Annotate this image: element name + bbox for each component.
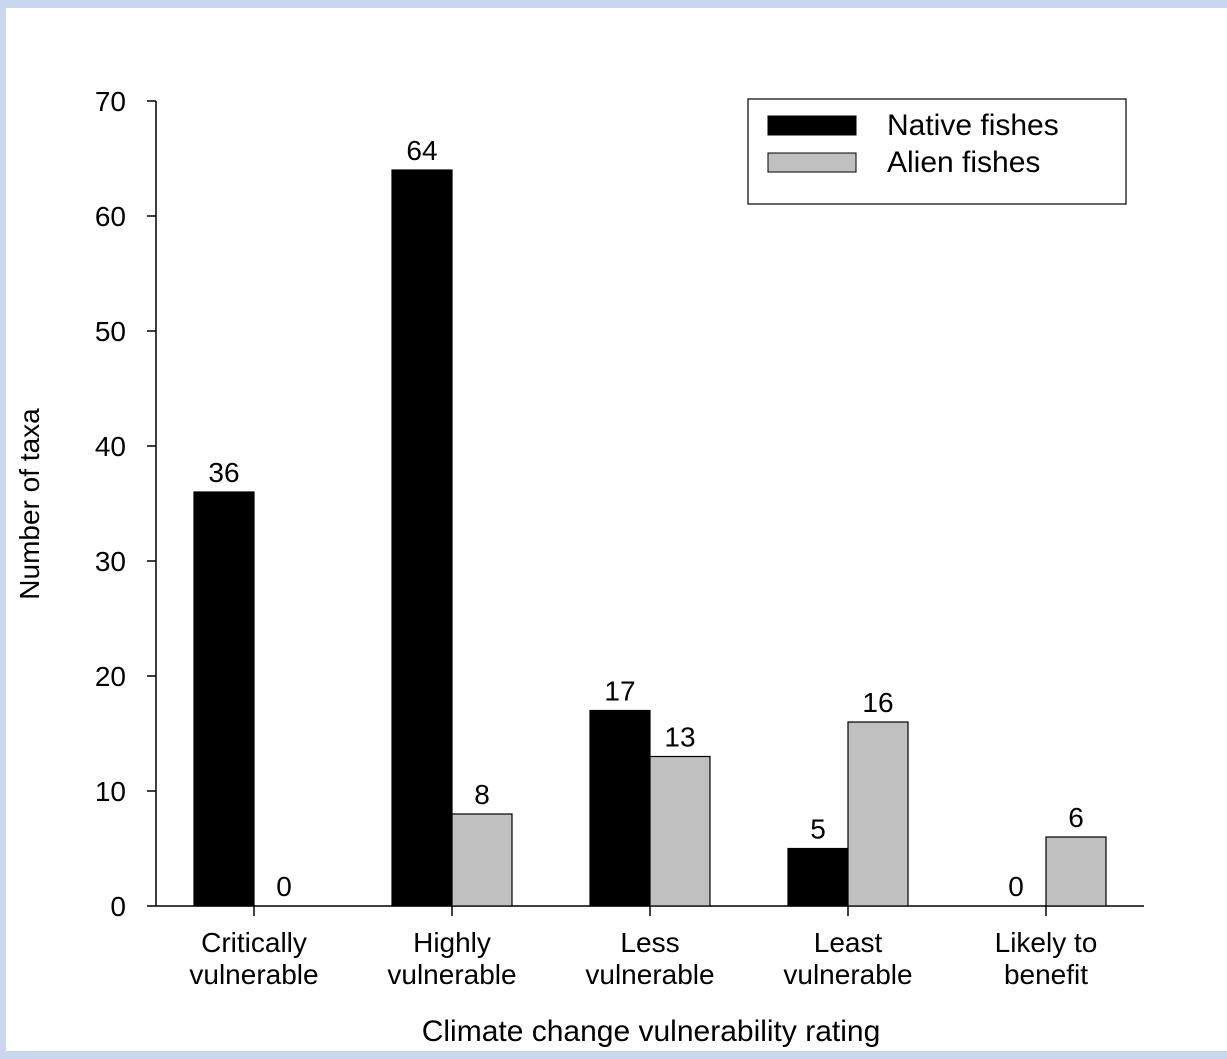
- x-tick-label: benefit: [1004, 959, 1088, 990]
- bar-native: [193, 491, 255, 907]
- data-label: 0: [1008, 871, 1024, 902]
- bar-alien: [649, 755, 711, 907]
- bar-native: [391, 169, 453, 907]
- x-tick-label: vulnerable: [783, 959, 912, 990]
- data-labels: 36 64 17 5 0 0 8 13 16 6: [208, 135, 1083, 902]
- x-axis-label: Climate change vulnerability rating: [422, 1015, 881, 1048]
- x-tick-label: vulnerable: [585, 959, 714, 990]
- y-tick-label: 0: [110, 891, 126, 922]
- data-label: 0: [276, 871, 292, 902]
- y-tick-label: 50: [95, 316, 126, 347]
- data-label: 6: [1068, 802, 1084, 833]
- x-tick-label: vulnerable: [387, 959, 516, 990]
- y-tick-label: 60: [95, 201, 126, 232]
- x-tick-label: Least: [814, 927, 883, 958]
- bar-native: [589, 709, 651, 907]
- y-tick-label: 30: [95, 546, 126, 577]
- y-tick-label: 70: [95, 86, 126, 117]
- bar-native: [787, 847, 849, 907]
- bar-alien: [847, 721, 909, 907]
- legend-entry: Native fishes: [887, 109, 1059, 142]
- data-label: 13: [664, 722, 695, 753]
- data-label: 8: [474, 779, 490, 810]
- y-tick-label: 20: [95, 661, 126, 692]
- x-tick-label: Less: [620, 927, 679, 958]
- data-label: 64: [406, 135, 437, 166]
- data-label: 16: [862, 687, 893, 718]
- legend-swatch: [767, 152, 857, 173]
- y-tick-label: 40: [95, 431, 126, 462]
- x-tick-label: vulnerable: [189, 959, 318, 990]
- data-label: 5: [810, 814, 826, 845]
- legend-swatch: [767, 115, 857, 136]
- x-tick-labels: CriticallyvulnerableHighlyvulnerableLess…: [189, 927, 1097, 990]
- data-label: 36: [208, 457, 239, 488]
- legend-entry: Alien fishes: [887, 146, 1040, 179]
- x-tick-label: Likely to: [995, 927, 1098, 958]
- y-axis-label: Number of taxa: [14, 408, 45, 600]
- x-tick-label: Critically: [201, 927, 307, 958]
- y-tick-label: 10: [95, 776, 126, 807]
- data-label: 17: [604, 676, 635, 707]
- bar-alien: [1045, 836, 1107, 907]
- legend: Native fishes Alien fishes: [747, 98, 1127, 205]
- x-tick-label: Highly: [413, 927, 491, 958]
- chart-frame: 0 10 20 30 40 50 60 70 36 64 17 5 0 0 8 13 16 6 Critical…: [6, 8, 1227, 1051]
- bars: [193, 169, 1107, 907]
- bar-alien: [451, 813, 513, 907]
